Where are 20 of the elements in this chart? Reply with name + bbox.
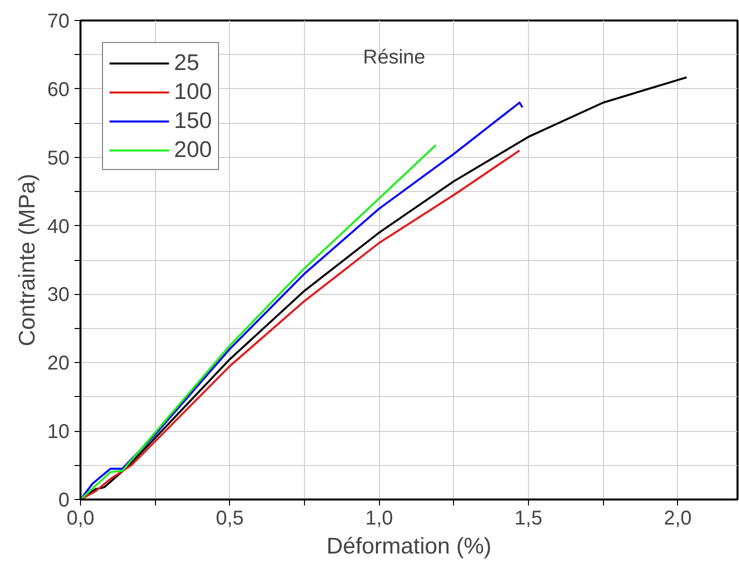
legend-label: 150 bbox=[174, 107, 212, 134]
x-tick-label: 0,0 bbox=[66, 508, 94, 530]
y-tick-label: 60 bbox=[47, 78, 70, 101]
y-tick-label: 50 bbox=[47, 147, 70, 170]
y-axis-title: Contrainte (MPa) bbox=[13, 174, 40, 346]
legend-label: 200 bbox=[174, 136, 212, 163]
legend-label: 25 bbox=[174, 49, 200, 76]
x-tick-label: 2,0 bbox=[664, 508, 692, 530]
y-tick-label: 70 bbox=[47, 10, 70, 32]
annotation: Résine bbox=[363, 46, 426, 68]
x-tick-label: 1,5 bbox=[514, 508, 542, 530]
x-axis-title: Déformation (%) bbox=[326, 532, 492, 558]
y-tick-label: 30 bbox=[47, 284, 70, 306]
x-tick-label: 0,5 bbox=[216, 508, 244, 530]
y-tick-label: 10 bbox=[47, 421, 70, 444]
y-tick-label: 40 bbox=[47, 216, 70, 238]
x-tick-label: 1,0 bbox=[365, 508, 394, 530]
legend-label: 100 bbox=[174, 78, 212, 105]
y-tick-label: 20 bbox=[47, 352, 70, 375]
y-tick-label: 0 bbox=[58, 490, 70, 512]
